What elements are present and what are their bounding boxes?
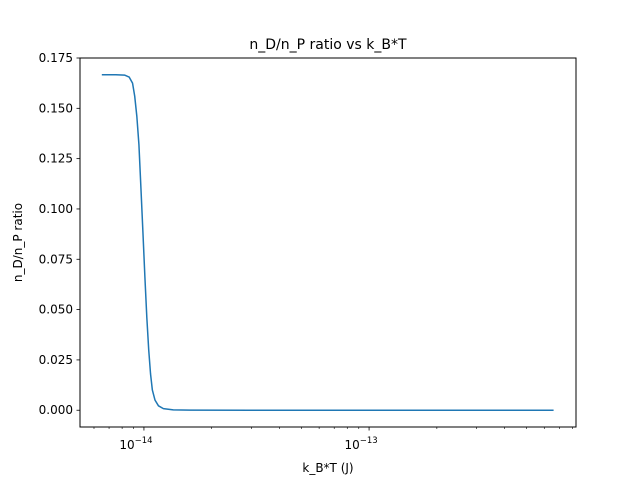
axes-layer: 0.000 0.025 0.050 0.075 0.100 0.125 0.150 0.175…: [39, 51, 573, 452]
x-axis-label: k_B*T (J): [302, 461, 353, 475]
y-tick-label: 0.100: [39, 202, 73, 216]
series-line: [101, 73, 554, 411]
y-tick-label: 0.125: [39, 152, 73, 166]
y-tick-label: 0.050: [39, 303, 73, 317]
chart-title: n_D/n_P ratio vs k_B*T: [249, 37, 407, 53]
y-tick-label: 0.150: [39, 101, 73, 115]
plot-frame: [79, 57, 577, 428]
y-tick-label: 0.075: [39, 252, 73, 266]
y-axis-label: n_D/n_P ratio: [11, 203, 25, 282]
x-tick-label: 10−14: [119, 436, 152, 452]
x-tick-label: 10−13: [344, 436, 377, 452]
y-tick-label: 0.025: [39, 353, 73, 367]
y-tick-label: 0.000: [39, 403, 73, 417]
y-tick-label: 0.175: [39, 51, 73, 65]
